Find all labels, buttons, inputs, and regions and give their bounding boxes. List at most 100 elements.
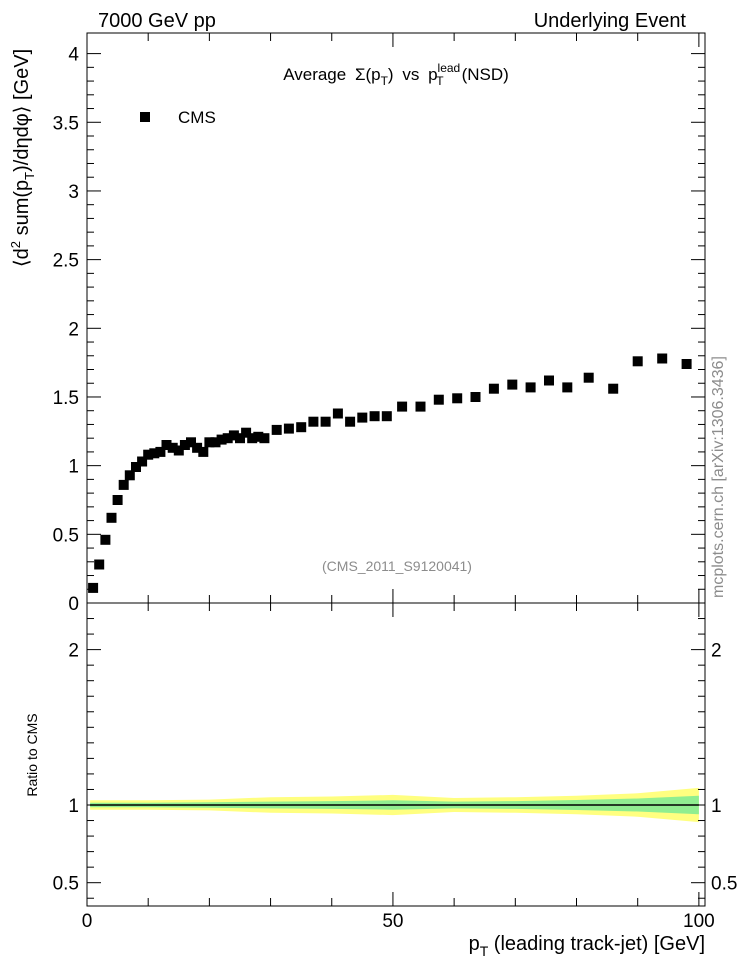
data-point	[94, 559, 105, 570]
data-point	[433, 394, 444, 405]
data-point	[198, 446, 209, 457]
y-tick-label: 2	[68, 319, 79, 340]
data-point	[143, 449, 154, 460]
ratio-y-tick-label: 0.5	[53, 874, 79, 895]
side-credit: mcplots.cern.ch [arXiv:1306.3436]	[710, 356, 727, 598]
data-point	[210, 437, 221, 448]
xlabel-rest: (leading track-jet) [GeV]	[488, 933, 705, 955]
data-point	[320, 416, 331, 427]
data-point	[192, 442, 203, 453]
data-point	[100, 534, 111, 545]
data-point	[106, 512, 117, 523]
data-point	[173, 445, 184, 456]
data-point	[632, 356, 643, 367]
data-point	[681, 359, 692, 369]
ylabel-part3: )/dηdφ⟩ [GeV]	[11, 49, 33, 172]
y-tick-label: 2.5	[53, 251, 79, 272]
ratio-y-tick-label: 1	[68, 796, 79, 817]
data-point	[296, 422, 307, 433]
data-point	[88, 582, 99, 593]
data-point	[259, 433, 270, 444]
x-tick-label: 100	[683, 911, 715, 932]
y-tick-label: 1.5	[53, 388, 79, 409]
data-point	[562, 382, 573, 393]
data-point	[222, 433, 233, 444]
y-axis-label: ⟨d2 sum(pT)/dηdφ⟩ [GeV]	[8, 49, 37, 267]
data-point	[155, 446, 166, 457]
data-point	[161, 440, 172, 450]
data-point	[186, 437, 196, 448]
data-point	[228, 430, 239, 441]
data-point	[470, 392, 481, 402]
ratio-y-tick-label-right: 0.5	[711, 874, 737, 895]
y-tick-label: 0	[68, 594, 79, 615]
ylabel-sub: T	[22, 172, 37, 180]
data-point	[608, 383, 619, 394]
title-sigma: Σ(p	[355, 65, 381, 84]
data-point	[381, 411, 392, 422]
data-point	[124, 470, 135, 481]
ratio-y-tick-label-right: 2	[711, 641, 722, 662]
data-point	[247, 433, 258, 444]
plot-title: Average Σ(pT) vs plead T (NSD)	[283, 61, 509, 88]
data-point	[253, 431, 264, 442]
title-sigma-close: )	[388, 65, 394, 84]
data-point	[112, 495, 123, 505]
ylabel-part1: ⟨d	[11, 248, 33, 267]
data-point	[415, 401, 426, 412]
data-point	[488, 383, 499, 394]
data-point	[544, 375, 554, 386]
y-tick-label: 0.5	[53, 525, 79, 546]
xlabel-sub: T	[480, 943, 489, 959]
ratio-y-axis-label: Ratio to CMS	[24, 713, 40, 796]
data-point	[271, 424, 282, 435]
title-p-sup: lead	[438, 61, 461, 75]
process-label: Underlying Event	[534, 10, 687, 32]
data-points	[88, 353, 692, 593]
y-tick-label: 3.5	[53, 113, 79, 134]
data-point	[235, 433, 245, 444]
data-point	[137, 456, 148, 467]
ylabel-sup: 2	[8, 241, 23, 248]
data-point	[345, 416, 356, 427]
data-point	[369, 411, 380, 422]
title-p-sub: T	[436, 74, 444, 88]
data-point	[357, 412, 368, 423]
data-point	[452, 393, 463, 404]
data-point	[308, 416, 319, 427]
title-suffix: (NSD)	[462, 65, 509, 84]
data-point	[283, 423, 294, 434]
data-point	[657, 353, 668, 364]
legend-label: CMS	[178, 108, 216, 127]
analysis-id: (CMS_2011_S9120041)	[322, 558, 472, 574]
data-point	[167, 442, 178, 453]
title-sigma-sub: T	[381, 74, 389, 88]
data-point	[507, 379, 518, 390]
title-vs: vs	[402, 65, 419, 84]
data-point	[525, 382, 536, 393]
data-point	[204, 437, 215, 448]
data-point	[216, 434, 227, 445]
y-tick-label: 1	[68, 457, 79, 478]
data-point	[179, 440, 190, 450]
title-prefix: Average	[283, 65, 346, 84]
data-point	[118, 479, 129, 490]
data-point	[149, 448, 160, 459]
x-tick-label: 0	[82, 911, 93, 932]
data-point	[583, 372, 594, 383]
ratio-y-tick-label-right: 1	[711, 796, 722, 817]
data-point	[397, 401, 408, 412]
legend-marker	[140, 112, 150, 122]
y-tick-label: 4	[68, 45, 79, 66]
ratio-panel-frame	[86, 602, 706, 907]
data-point	[131, 462, 141, 472]
y-tick-label: 3	[68, 182, 79, 203]
x-tick-label: 50	[382, 911, 403, 932]
title-p: p	[428, 65, 437, 84]
data-point	[241, 427, 252, 438]
axis-ticks	[86, 33, 705, 906]
data-point	[332, 408, 343, 419]
energy-label: 7000 GeV pp	[98, 10, 216, 32]
